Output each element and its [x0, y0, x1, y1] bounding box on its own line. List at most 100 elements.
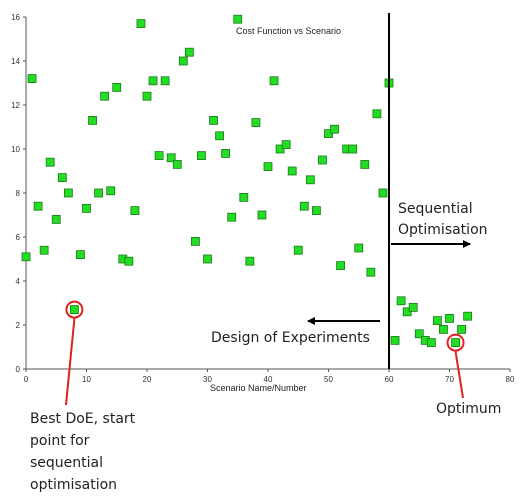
data-point [112, 83, 122, 92]
data-point [263, 162, 273, 172]
data-point [94, 188, 103, 198]
data-point [160, 76, 170, 86]
data-point [390, 335, 400, 345]
x-tick-label: 30 [203, 375, 212, 384]
data-point [227, 212, 237, 222]
data-point [378, 188, 388, 198]
data-point [63, 188, 73, 198]
annotation-best-doe-line-3: sequential [30, 455, 103, 471]
x-tick-label: 40 [264, 375, 273, 384]
chart-title: Cost Function vs Scenario [236, 26, 341, 36]
data-point [82, 203, 91, 213]
x-axis-label: Scenario Name/Number [210, 383, 307, 393]
data-point [336, 261, 346, 271]
best-doe-highlight [65, 300, 84, 319]
data-point [70, 305, 79, 315]
data-point [366, 267, 376, 277]
data-point [136, 19, 146, 29]
x-tick-label: 0 [24, 375, 29, 384]
data-point [299, 201, 309, 211]
data-point [245, 256, 255, 266]
data-point [233, 14, 243, 24]
data-point [166, 153, 176, 163]
data-point [124, 256, 134, 266]
data-point [51, 214, 61, 224]
data-point [360, 159, 370, 169]
highlight-circles [65, 300, 465, 406]
data-point [269, 76, 279, 86]
annotation-design-of-experiments: Design of Experiments [211, 330, 370, 346]
y-tick-label: 8 [16, 189, 21, 198]
data-point [148, 76, 158, 86]
data-point [215, 131, 225, 141]
data-point [106, 186, 116, 196]
tick-labels: 0 2 4 6 8 10 12 14 16 0 10 20 30 40 50 60 70 80 [11, 13, 515, 384]
data-point [45, 157, 55, 167]
data-point [354, 243, 364, 253]
data-point [57, 173, 67, 183]
data-point [426, 338, 436, 348]
data-point [348, 144, 358, 154]
data-point [414, 329, 424, 339]
data-point [330, 124, 339, 134]
x-tick-label: 10 [82, 375, 91, 384]
data-point [287, 166, 297, 176]
best-doe-leader-line [65, 318, 76, 406]
data-point [257, 210, 267, 220]
data-point [76, 250, 85, 260]
x-tick-label: 50 [324, 375, 333, 384]
y-tick-label: 6 [16, 233, 21, 242]
data-point [33, 201, 43, 211]
data-points [21, 14, 473, 348]
data-point [372, 109, 382, 119]
y-tick-label: 4 [16, 277, 21, 286]
data-point [324, 129, 333, 139]
data-point [88, 116, 97, 125]
annotation-best-doe-line-4: optimisation [30, 477, 117, 493]
data-point [281, 140, 291, 150]
y-tick-label: 12 [11, 101, 20, 110]
annotation-optimisation: Optimisation [398, 222, 488, 238]
y-tick-label: 2 [16, 321, 21, 330]
annotations: Cost Function vs Scenario Scenario Name/… [30, 13, 501, 493]
data-point [184, 47, 194, 57]
data-point [439, 324, 448, 334]
data-point [445, 313, 454, 323]
annotation-sequential: Sequential [398, 201, 473, 217]
data-point [318, 155, 327, 165]
y-tick-label: 10 [11, 145, 20, 154]
optimum-highlight [446, 333, 465, 352]
data-point [209, 116, 218, 125]
annotation-best-doe-line-2: point for [30, 433, 90, 449]
x-tick-label: 60 [385, 375, 394, 384]
data-point [293, 245, 303, 255]
data-point [172, 159, 182, 169]
data-point [142, 91, 152, 101]
annotation-best-doe-line-1: Best DoE, start [30, 411, 136, 427]
x-tick-label: 80 [506, 375, 515, 384]
data-point [305, 175, 315, 185]
data-point [457, 324, 467, 334]
y-tick-label: 14 [11, 57, 20, 66]
data-point [190, 236, 200, 246]
data-point [39, 245, 49, 255]
data-point [203, 254, 212, 264]
data-point [396, 296, 406, 306]
y-tick-label: 0 [16, 365, 21, 374]
data-point [130, 206, 140, 216]
data-point [239, 192, 249, 202]
x-tick-label: 20 [143, 375, 152, 384]
data-point [251, 118, 261, 127]
annotation-optimum: Optimum [436, 401, 501, 417]
data-point [451, 338, 460, 348]
y-tick-label: 16 [11, 13, 20, 22]
data-point [408, 302, 418, 312]
data-point [463, 311, 473, 321]
data-point [27, 74, 37, 83]
data-point [311, 206, 321, 216]
data-point [178, 56, 188, 66]
data-point [154, 151, 164, 161]
x-tick-label: 70 [445, 375, 454, 384]
data-point [21, 252, 31, 262]
